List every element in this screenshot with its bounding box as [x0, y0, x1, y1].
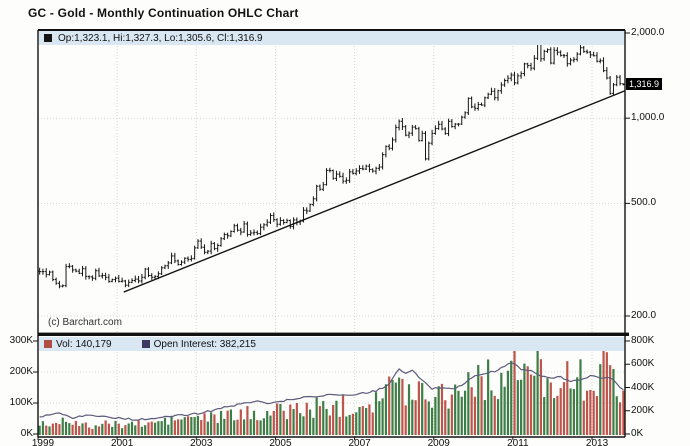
- open-interest-legend-label: Open Interest: 382,215: [153, 338, 256, 350]
- open-interest-axis-tick-label: 400K: [631, 381, 655, 393]
- price-axis-tick-label: 500.0: [631, 197, 657, 209]
- year-axis-tick-label: 2001: [111, 438, 134, 446]
- volume-legend-swatch-icon: [44, 340, 52, 348]
- ohlc-legend-swatch-icon: [44, 34, 52, 42]
- year-axis-tick-label: 2011: [507, 438, 529, 446]
- year-axis-tick-label: 2005: [269, 438, 292, 446]
- open-interest-legend-swatch-icon: [141, 340, 150, 348]
- open-interest-axis-tick-label: 0K: [631, 428, 644, 439]
- volume-legend-label: Vol: 140,179: [56, 338, 112, 350]
- volume-legend-strip: Vol: 140,179 Open Interest: 382,215: [39, 337, 624, 351]
- open-interest-axis-tick-label: 200K: [631, 404, 655, 416]
- main-legend-strip: Op:1,323.1, Hi:1,327.3, Lo:1,305.6, Cl:1…: [39, 31, 624, 45]
- year-axis-tick-label: 1999: [31, 438, 55, 446]
- price-axis-tick-label: 1,000.0: [631, 112, 665, 124]
- copyright-watermark: (c) Barchart.com: [48, 317, 122, 328]
- volume-axis-tick-label: 200K: [9, 366, 33, 377]
- open-interest-axis-tick-label: 600K: [631, 358, 655, 370]
- open-interest-axis-tick-label: 800K: [631, 335, 655, 346]
- open-interest-legend-item: Open Interest: 382,215: [141, 338, 256, 350]
- year-axis-tick-label: 2003: [190, 438, 213, 446]
- ohlc-legend-label: Op:1,323.1, Hi:1,327.3, Lo:1,305.6, Cl:1…: [58, 32, 263, 44]
- volume-axis-tick-label: 300K: [9, 335, 33, 346]
- chart-title: GC - Gold - Monthly Continuation OHLC Ch…: [28, 6, 299, 20]
- price-axis-tick-label: 200.0: [631, 310, 657, 321]
- price-axis-tick-label: 2,000.0: [631, 27, 665, 38]
- volume-axis-tick-label: 0K: [20, 428, 33, 439]
- last-price-tag: 1,316.9: [626, 78, 663, 91]
- year-axis-tick-label: 2013: [585, 438, 609, 446]
- volume-axis-tick-label: 100K: [9, 397, 33, 408]
- year-axis-tick-label: 2007: [348, 438, 371, 446]
- volume-legend-item: Vol: 140,179: [44, 339, 112, 350]
- year-axis-tick-label: 2009: [427, 438, 450, 446]
